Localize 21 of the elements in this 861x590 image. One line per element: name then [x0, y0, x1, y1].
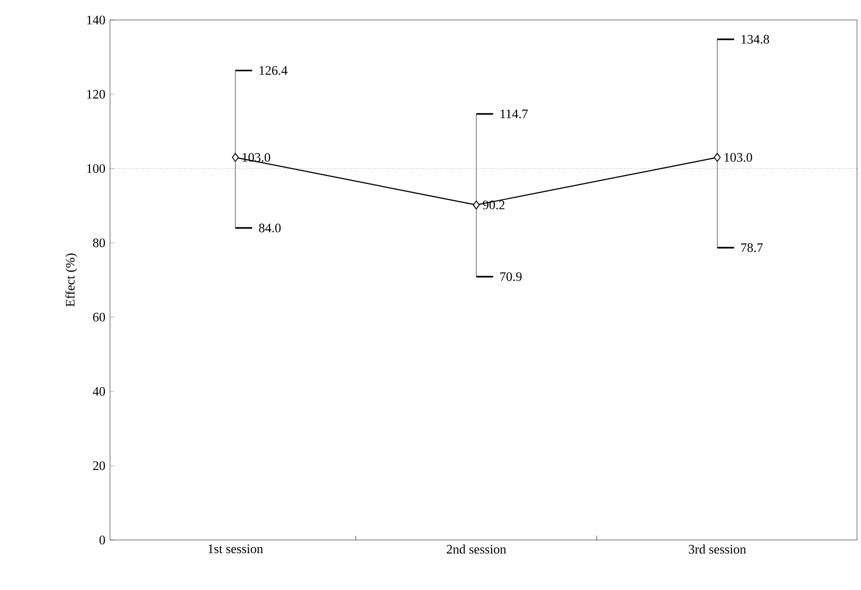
annotation: 114.7: [500, 110, 528, 118]
y-tick-label: 0: [100, 536, 105, 544]
y-axis-title: Effect (%): [65, 254, 78, 307]
y-tick-label: 80: [93, 238, 105, 248]
annotation: 78.7: [741, 243, 763, 252]
x-tick-label: 2nd session: [446, 544, 506, 554]
data-label: 90.2: [482, 200, 504, 210]
y-tick-label: 120: [87, 90, 105, 99]
data-label: 103.0: [724, 153, 752, 162]
y-tick-label: 20: [93, 461, 105, 470]
y-tick-label: 60: [93, 312, 105, 322]
annotation: 70.9: [500, 272, 522, 282]
annotation: 134.8: [742, 34, 770, 44]
data-label: 103.0: [242, 153, 270, 162]
y-tick-label: 40: [92, 387, 105, 396]
x-tick-label: 3rd session: [688, 544, 746, 554]
annotation: 126.4: [260, 66, 288, 75]
annotation: 84.0: [259, 224, 281, 232]
y-tick-label: 100: [87, 164, 105, 173]
x-tick-label: 1st session: [208, 544, 263, 554]
y-tick-label: 140: [87, 16, 105, 24]
